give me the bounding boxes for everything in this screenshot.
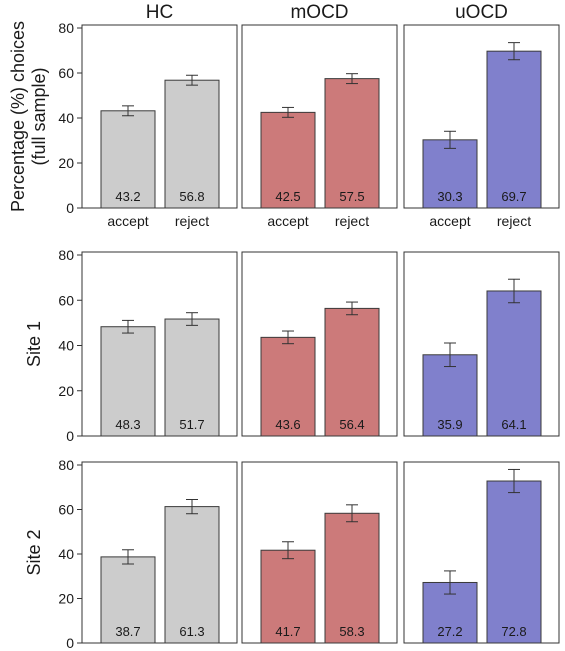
y-tick-label: 80 xyxy=(58,457,74,473)
y-tick-label: 0 xyxy=(66,428,74,444)
y-axis-title: Percentage (%) choices(full sample) xyxy=(8,21,49,212)
bar-reject xyxy=(486,50,542,209)
bar-value-label: 42.5 xyxy=(275,189,300,204)
row-label-2: Site 2 xyxy=(24,529,44,575)
bar-value-label: 72.8 xyxy=(501,624,526,639)
bar-value-label: 30.3 xyxy=(437,189,462,204)
bar-value-label: 35.9 xyxy=(437,417,462,432)
bar-reject xyxy=(324,78,380,209)
bar-value-label: 38.7 xyxy=(115,624,140,639)
bar-value-label: 69.7 xyxy=(501,189,526,204)
y-tick-label: 80 xyxy=(58,247,74,263)
row-label-1: Site 1 xyxy=(24,321,44,367)
y-tick-label: 60 xyxy=(58,292,74,308)
x-category-label: reject xyxy=(175,213,209,229)
y-tick-label: 60 xyxy=(58,502,74,518)
x-category-label: reject xyxy=(335,213,369,229)
bar-reject xyxy=(164,318,220,437)
y-tick-label: 60 xyxy=(58,65,74,81)
y-tick-label: 20 xyxy=(58,383,74,399)
bar-value-label: 56.4 xyxy=(339,417,364,432)
bar-reject xyxy=(486,480,542,644)
y-tick-label: 20 xyxy=(58,155,74,171)
bar-value-label: 57.5 xyxy=(339,189,364,204)
y-tick-label: 40 xyxy=(58,338,74,354)
x-category-label: accept xyxy=(429,213,470,229)
bar-value-label: 64.1 xyxy=(501,417,526,432)
y-tick-label: 0 xyxy=(66,200,74,216)
y-axis-title-line: Percentage (%) choices xyxy=(8,21,28,212)
bar-accept xyxy=(260,549,316,644)
bar-accept xyxy=(260,111,316,209)
bar-reject xyxy=(324,512,380,644)
y-tick-label: 0 xyxy=(66,635,74,651)
bar-value-label: 43.2 xyxy=(115,189,140,204)
column-title-uocd: uOCD xyxy=(455,2,508,23)
y-tick-label: 40 xyxy=(58,110,74,126)
bar-value-label: 27.2 xyxy=(437,624,462,639)
bar-reject xyxy=(486,290,542,437)
y-tick-label: 20 xyxy=(58,591,74,607)
bar-reject xyxy=(164,506,220,644)
bar-accept xyxy=(100,326,156,437)
x-category-label: accept xyxy=(107,213,148,229)
bar-value-label: 58.3 xyxy=(339,624,364,639)
y-axis-title-line: (full sample) xyxy=(29,67,49,165)
bar-reject xyxy=(324,307,380,437)
y-tick-label: 40 xyxy=(58,546,74,562)
bar-value-label: 48.3 xyxy=(115,417,140,432)
y-tick-label: 80 xyxy=(58,20,74,36)
column-title-hc: HC xyxy=(146,2,173,23)
bar-accept xyxy=(422,139,478,209)
x-category-label: reject xyxy=(497,213,531,229)
bar-value-label: 43.6 xyxy=(275,417,300,432)
bar-value-label: 61.3 xyxy=(179,624,204,639)
bar-value-label: 56.8 xyxy=(179,189,204,204)
x-category-label: accept xyxy=(267,213,308,229)
bar-reject xyxy=(164,79,220,209)
bar-accept xyxy=(100,110,156,209)
bar-value-label: 41.7 xyxy=(275,624,300,639)
column-title-mocd: mOCD xyxy=(290,2,348,23)
bar-value-label: 51.7 xyxy=(179,417,204,432)
bar-accept xyxy=(260,336,316,437)
bar-accept xyxy=(100,556,156,644)
